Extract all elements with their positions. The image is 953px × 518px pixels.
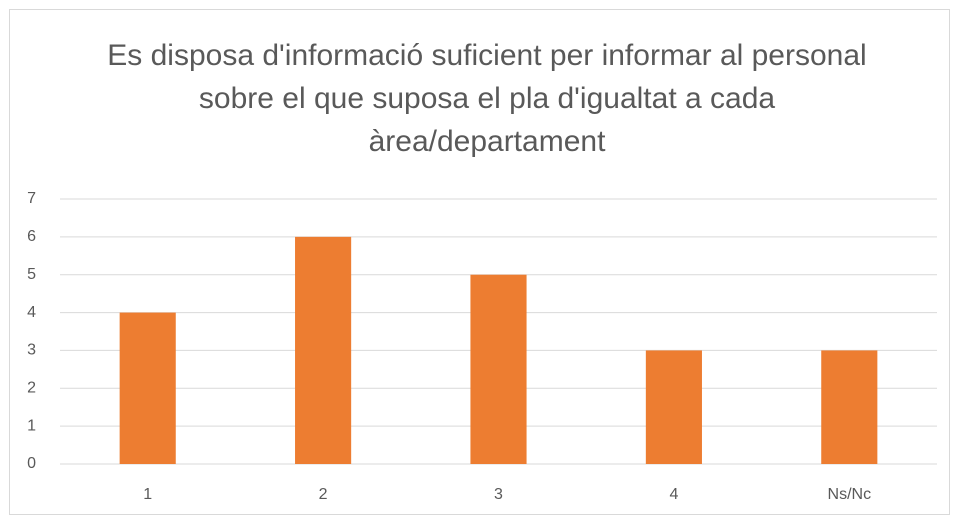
x-tick-label: 1	[143, 486, 152, 503]
y-tick-label: 3	[27, 342, 36, 359]
bar	[295, 236, 352, 464]
y-tick-label: 2	[27, 380, 36, 397]
bar	[470, 274, 527, 464]
bar	[119, 312, 176, 464]
y-tick-label: 5	[27, 266, 36, 283]
chart-border	[9, 9, 950, 515]
bar	[645, 350, 702, 464]
x-tick-label: 2	[319, 486, 328, 503]
y-tick-label: 4	[27, 304, 36, 321]
y-tick-label: 7	[27, 190, 36, 207]
chart-title: Es disposa d'informació suficient per in…	[107, 39, 867, 158]
x-tick-label: Ns/Nc	[828, 486, 872, 503]
y-tick-label: 1	[27, 417, 36, 434]
y-tick-label: 0	[27, 455, 36, 472]
bar	[821, 350, 878, 464]
x-tick-label: 4	[669, 486, 678, 503]
x-tick-label: 3	[494, 486, 503, 503]
y-tick-label: 6	[27, 228, 36, 245]
